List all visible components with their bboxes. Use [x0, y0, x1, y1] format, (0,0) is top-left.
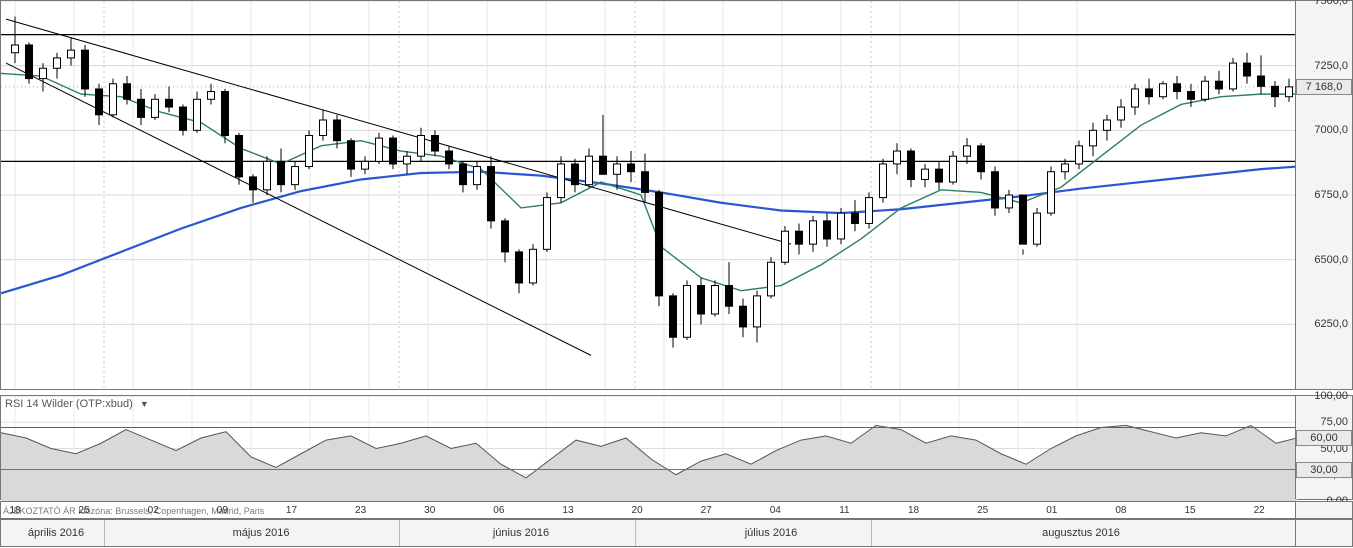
x-day-label: 22 — [1254, 505, 1265, 516]
x-day-label: 08 — [1115, 505, 1126, 516]
xaxis-days: ÁJÉKOZTATÓ ÁR Időzóna: Brussels, Copenha… — [0, 501, 1353, 519]
month-separator — [871, 520, 872, 546]
month-label: augusztus 2016 — [1042, 527, 1120, 539]
x-day-label: 18 — [908, 505, 919, 516]
price-plot[interactable] — [1, 1, 1297, 389]
x-day-label: 25 — [79, 505, 90, 516]
rsi-yaxis: 0,0025,0050,0075,00100,0060,0030,00 — [1295, 396, 1352, 499]
month-label: június 2016 — [493, 527, 549, 539]
current-price-marker: 7 168,0 — [1296, 79, 1352, 95]
x-day-label: 09 — [217, 505, 228, 516]
month-yaxis-spacer — [1295, 520, 1352, 546]
rsi-title-text: RSI 14 Wilder (OTP:xbud) — [5, 398, 133, 410]
chart-container: 6250,0 6500,0 6750,0 7000,0 7250,0 7500,0 7 16… — [0, 0, 1353, 548]
x-day-label: 17 — [286, 505, 297, 516]
x-day-label: 13 — [562, 505, 573, 516]
month-label: május 2016 — [233, 527, 290, 539]
month-separator — [635, 520, 636, 546]
x-day-label: 02 — [148, 505, 159, 516]
x-day-label: 15 — [1184, 505, 1195, 516]
xaxis-months: április 2016 május 2016 június 2016 július … — [0, 519, 1353, 547]
x-yaxis-spacer — [1295, 502, 1352, 518]
rsi-value-marker: 60,00 — [1296, 430, 1352, 446]
rsi-y-tick: 75,00 — [1320, 416, 1348, 428]
month-label: július 2016 — [745, 527, 798, 539]
x-day-label: 11 — [839, 505, 849, 516]
y-tick-label: 6250,0 — [1314, 318, 1348, 330]
x-day-label: 25 — [977, 505, 988, 516]
month-separator — [399, 520, 400, 546]
price-panel: 6250,0 6500,0 6750,0 7000,0 7250,0 7500,0 7 16… — [0, 0, 1353, 390]
x-day-label: 23 — [355, 505, 366, 516]
rsi-title: RSI 14 Wilder (OTP:xbud) ▼ — [5, 398, 149, 410]
rsi-panel: RSI 14 Wilder (OTP:xbud) ▼ 0,0025,0050,0… — [0, 395, 1353, 500]
rsi-y-tick: 100,00 — [1314, 390, 1348, 402]
x-day-label: 30 — [424, 505, 435, 516]
month-separator — [104, 520, 105, 546]
y-tick-label: 7500,0 — [1314, 0, 1348, 7]
rsi-plot[interactable]: RSI 14 Wilder (OTP:xbud) ▼ — [1, 396, 1297, 499]
rsi-svg — [1, 396, 1297, 501]
rsi-value-marker: 30,00 — [1296, 462, 1352, 478]
y-tick-label: 6750,0 — [1314, 189, 1348, 201]
price-svg — [1, 1, 1297, 389]
x-day-label: 04 — [770, 505, 781, 516]
x-day-label: 01 — [1046, 505, 1057, 516]
rsi-dropdown-icon[interactable]: ▼ — [140, 399, 149, 409]
month-label: április 2016 — [28, 527, 84, 539]
y-tick-label: 6500,0 — [1314, 254, 1348, 266]
x-day-label: 06 — [493, 505, 504, 516]
x-day-label: 20 — [632, 505, 643, 516]
x-day-label: 18 — [9, 505, 20, 516]
price-yaxis: 6250,0 6500,0 6750,0 7000,0 7250,0 7500,0 7 16… — [1295, 1, 1352, 389]
y-tick-label: 7250,0 — [1314, 60, 1348, 72]
y-tick-label: 7000,0 — [1314, 124, 1348, 136]
x-day-label: 27 — [701, 505, 712, 516]
